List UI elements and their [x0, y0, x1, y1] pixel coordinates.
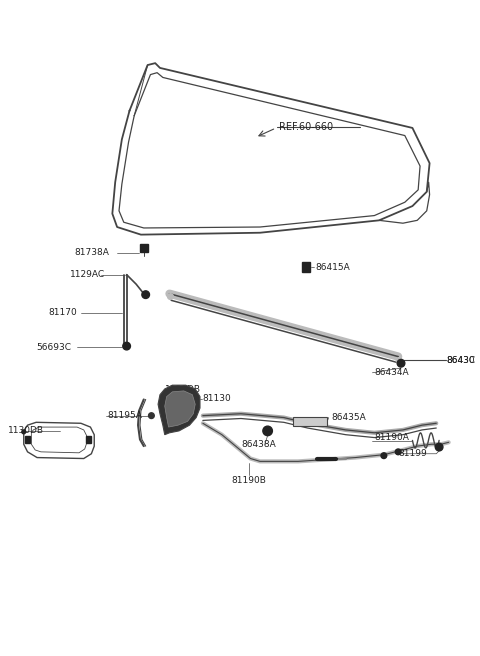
Circle shape — [148, 413, 154, 419]
Circle shape — [397, 359, 405, 367]
Text: 1130DB: 1130DB — [8, 426, 44, 436]
Bar — [25, 436, 30, 443]
Circle shape — [263, 426, 272, 436]
Text: 86415A: 86415A — [315, 262, 350, 272]
Circle shape — [435, 443, 443, 451]
Text: 86438A: 86438A — [241, 440, 276, 449]
Circle shape — [123, 342, 131, 350]
Text: 56693C: 56693C — [36, 342, 71, 352]
Polygon shape — [158, 385, 200, 435]
Bar — [293, 417, 327, 426]
Circle shape — [381, 453, 387, 459]
Circle shape — [142, 291, 149, 298]
Text: 81738A: 81738A — [74, 248, 109, 257]
Text: 1129AC: 1129AC — [70, 270, 105, 279]
Bar — [86, 436, 91, 443]
Circle shape — [22, 430, 25, 434]
Polygon shape — [165, 391, 195, 427]
Text: 86435A: 86435A — [332, 413, 366, 422]
Text: 81195A: 81195A — [108, 411, 143, 420]
Text: 81190A: 81190A — [374, 433, 409, 442]
Text: 81190B: 81190B — [231, 476, 266, 485]
Text: REF.60-660: REF.60-660 — [279, 122, 333, 132]
Circle shape — [168, 294, 173, 299]
Text: 1130DB: 1130DB — [165, 386, 201, 394]
Text: 81199: 81199 — [398, 449, 427, 459]
Text: 8643C: 8643C — [447, 356, 476, 365]
Circle shape — [396, 449, 401, 455]
Text: 81170: 81170 — [48, 308, 77, 318]
Text: 86434A: 86434A — [374, 368, 409, 377]
Bar — [302, 262, 310, 272]
Bar — [140, 244, 147, 252]
Circle shape — [396, 358, 402, 363]
Text: 86430: 86430 — [447, 356, 475, 365]
Text: 81130: 81130 — [203, 394, 231, 403]
